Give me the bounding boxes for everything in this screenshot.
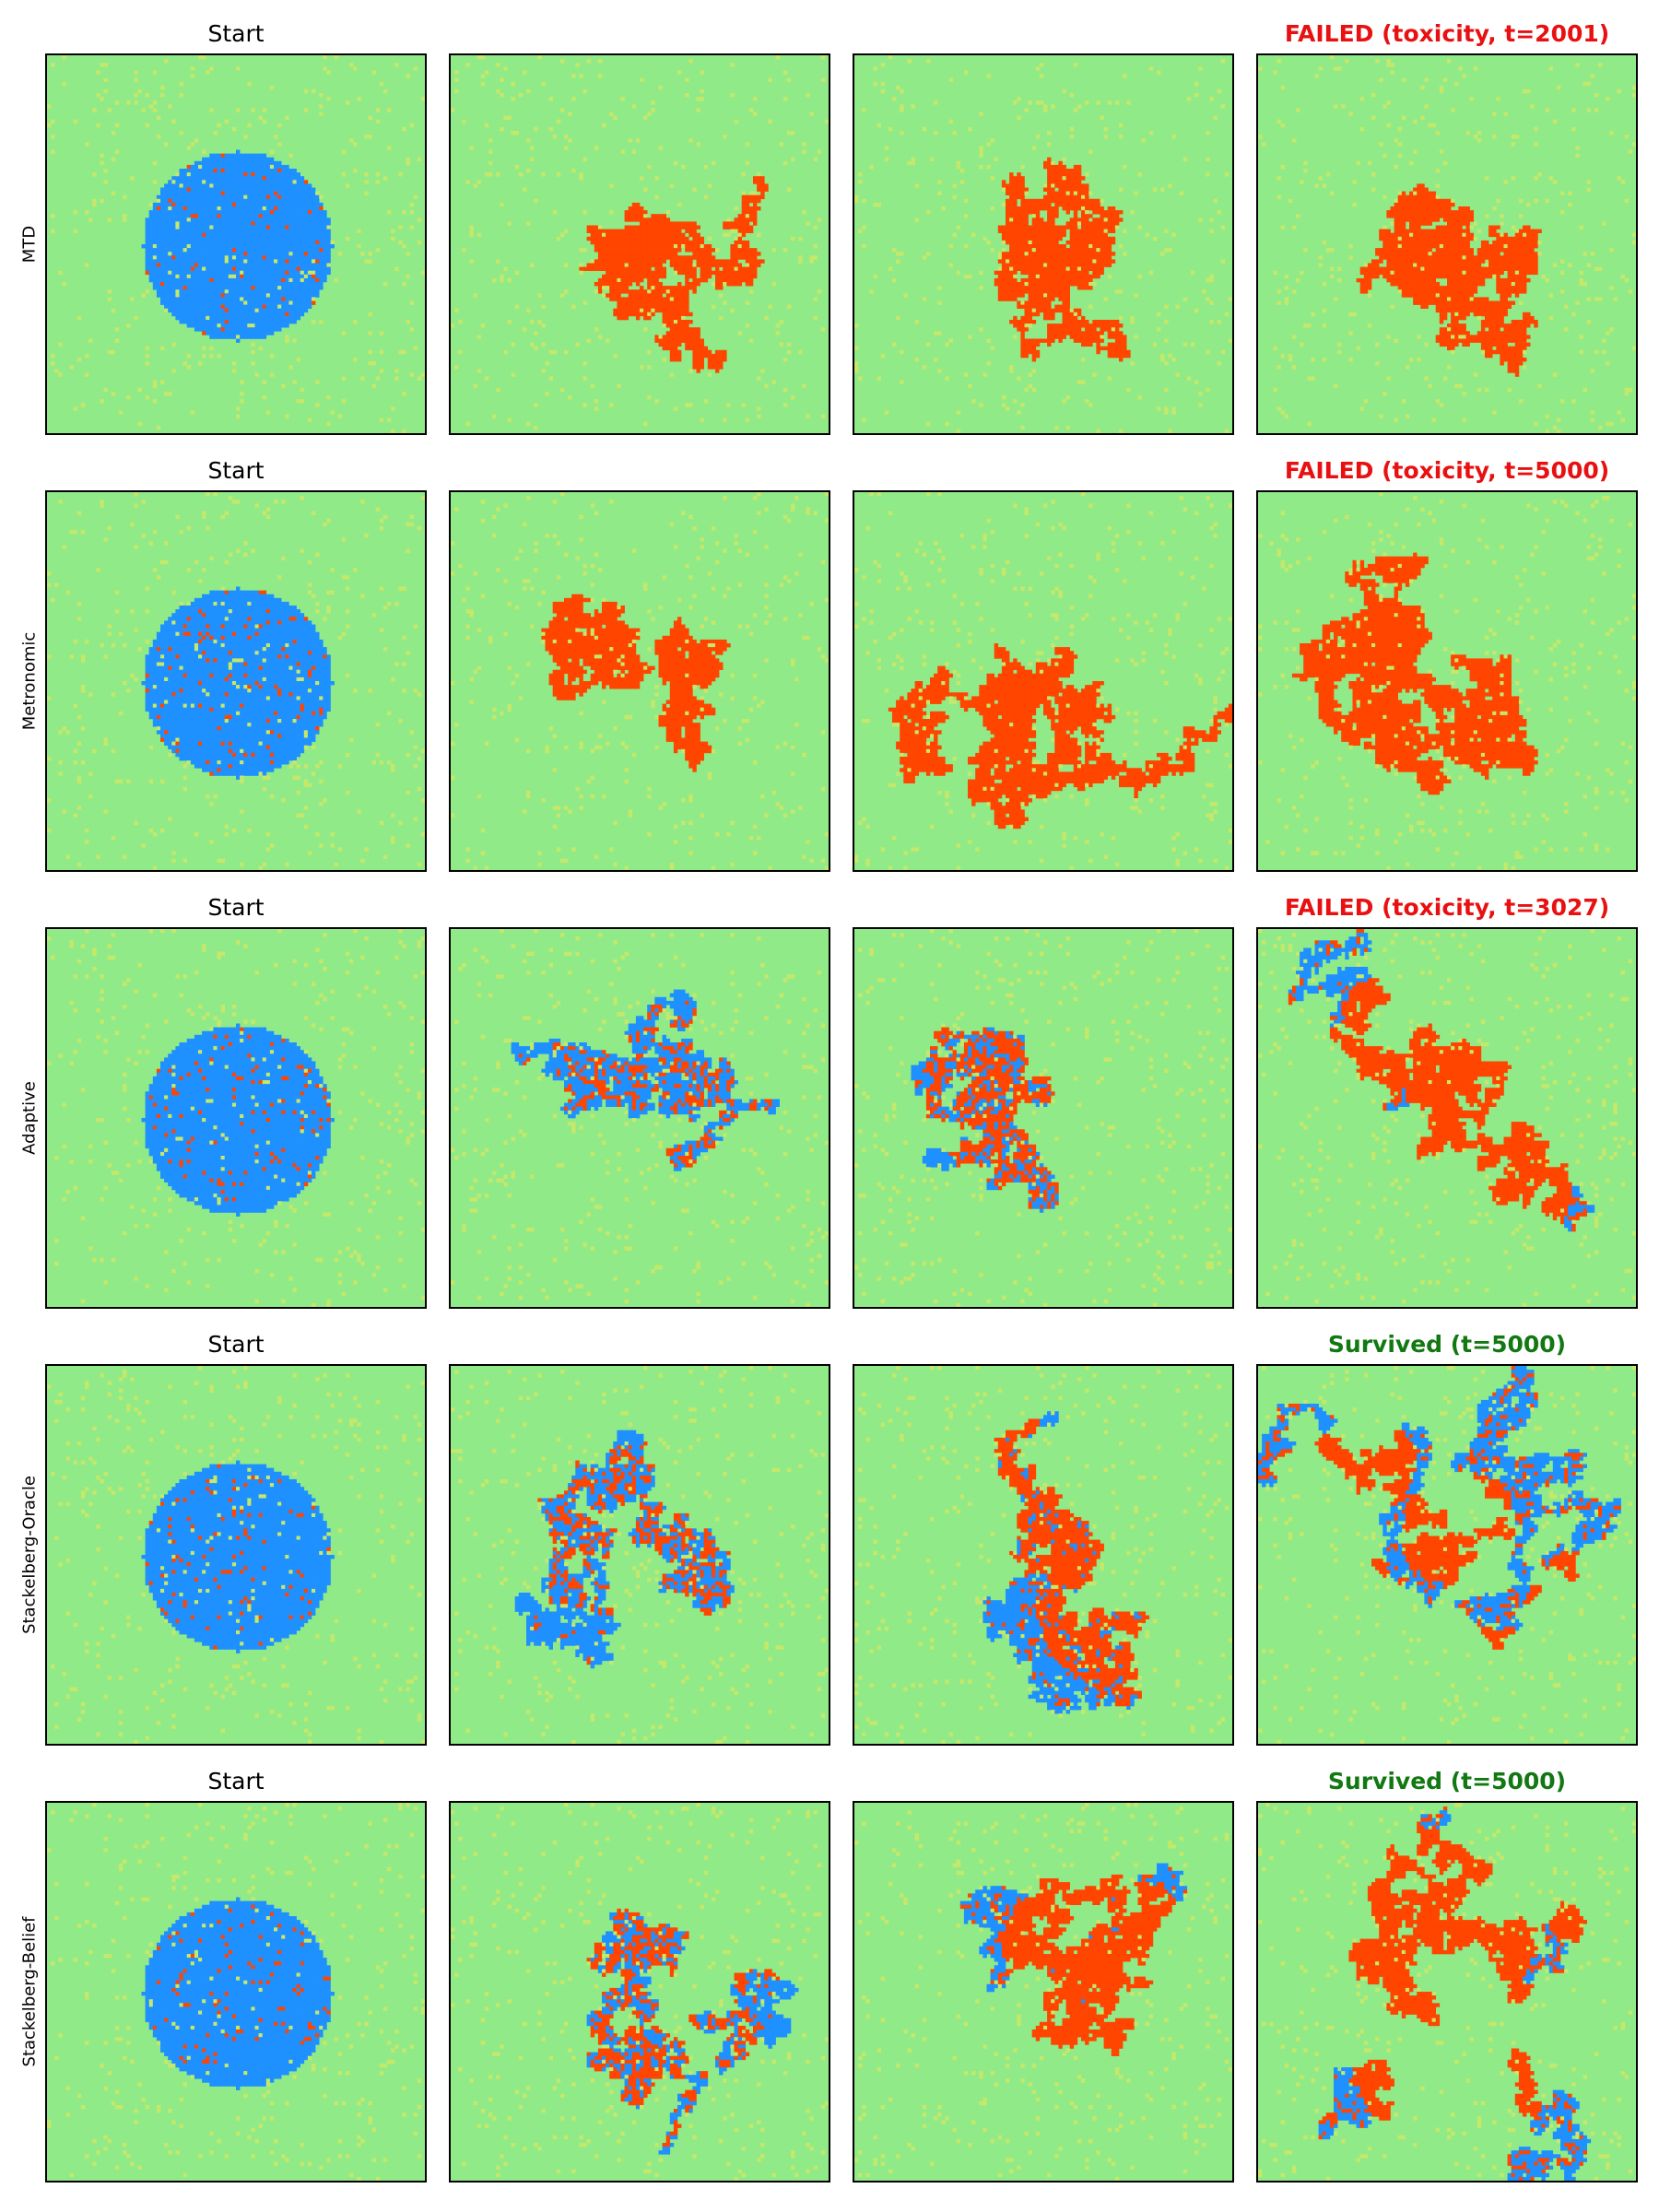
grid-panel bbox=[1256, 53, 1638, 435]
grid-heatmap bbox=[451, 1803, 829, 2181]
grid-panel bbox=[449, 490, 830, 872]
grid-heatmap bbox=[1258, 55, 1636, 433]
grid-heatmap bbox=[1258, 929, 1636, 1307]
grid-heatmap bbox=[47, 1366, 425, 1744]
grid-panel bbox=[853, 53, 1234, 435]
grid-panel bbox=[1256, 927, 1638, 1309]
grid-heatmap bbox=[854, 492, 1232, 870]
grid-heatmap bbox=[854, 929, 1232, 1307]
row-label: Metronomic bbox=[20, 632, 40, 731]
grid-heatmap bbox=[1258, 1366, 1636, 1744]
row-label: Stackelberg-Belief bbox=[20, 1917, 40, 2067]
grid-heatmap bbox=[451, 929, 829, 1307]
grid-heatmap bbox=[451, 492, 829, 870]
panel-title-start: Start bbox=[45, 457, 427, 485]
grid-panel bbox=[45, 490, 427, 872]
grid-heatmap bbox=[854, 55, 1232, 433]
grid-heatmap bbox=[1258, 492, 1636, 870]
grid-panel bbox=[449, 53, 830, 435]
panel-title-outcome: Survived (t=5000) bbox=[1256, 1331, 1638, 1359]
panel-title-outcome: FAILED (toxicity, t=5000) bbox=[1256, 457, 1638, 485]
grid-panel bbox=[853, 927, 1234, 1309]
panel-title-start: Start bbox=[45, 20, 427, 48]
panel-title-start: Start bbox=[45, 1768, 427, 1795]
grid-panel bbox=[449, 927, 830, 1309]
grid-panel bbox=[1256, 1801, 1638, 2183]
grid-panel bbox=[853, 1364, 1234, 1746]
grid-panel bbox=[853, 490, 1234, 872]
grid-panel bbox=[45, 1364, 427, 1746]
row-label: MTD bbox=[20, 226, 40, 263]
panel-title-outcome: FAILED (toxicity, t=3027) bbox=[1256, 894, 1638, 922]
grid-heatmap bbox=[47, 492, 425, 870]
grid-panel bbox=[853, 1801, 1234, 2183]
grid-heatmap bbox=[47, 55, 425, 433]
row-label: Stackelberg-Oracle bbox=[20, 1476, 40, 1634]
grid-heatmap bbox=[47, 929, 425, 1307]
grid-panel bbox=[449, 1364, 830, 1746]
grid-heatmap bbox=[47, 1803, 425, 2181]
grid-panel bbox=[45, 53, 427, 435]
panel-title-outcome: FAILED (toxicity, t=2001) bbox=[1256, 20, 1638, 48]
grid-heatmap bbox=[854, 1366, 1232, 1744]
grid-panel bbox=[449, 1801, 830, 2183]
grid-heatmap bbox=[854, 1803, 1232, 2181]
panel-title-start: Start bbox=[45, 894, 427, 922]
grid-panel bbox=[45, 1801, 427, 2183]
panel-title-outcome: Survived (t=5000) bbox=[1256, 1768, 1638, 1795]
grid-heatmap bbox=[1258, 1803, 1636, 2181]
grid-heatmap bbox=[451, 55, 829, 430]
grid-panel bbox=[45, 927, 427, 1309]
row-label: Adaptive bbox=[20, 1081, 40, 1155]
grid-panel bbox=[1256, 490, 1638, 872]
grid-heatmap bbox=[451, 1366, 829, 1744]
panel-title-start: Start bbox=[45, 1331, 427, 1359]
grid-panel bbox=[1256, 1364, 1638, 1746]
